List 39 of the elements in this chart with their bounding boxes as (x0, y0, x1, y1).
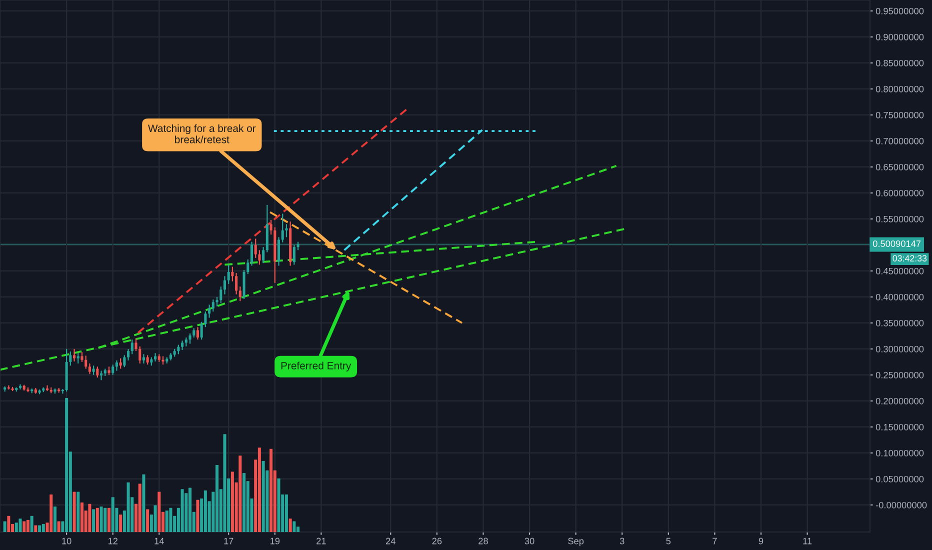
y-tick-label: 0.35000000 (876, 320, 924, 326)
text: 03:42:33 (892, 255, 927, 262)
y-tick-label: 0.40000000 (876, 294, 924, 300)
x-tick-label: Sep (568, 538, 584, 546)
y-tick-label: 0.10000000 (876, 450, 924, 456)
y-tick-label: 0.15000000 (876, 424, 924, 430)
x-tick-label: 24 (386, 538, 396, 544)
x-tick-label: 9 (758, 538, 764, 544)
y-tick-label: 0.05000000 (876, 476, 924, 482)
x-tick-label: 17 (224, 538, 234, 544)
x-tick-label: 7 (712, 538, 717, 544)
x-tick-label: 3 (620, 538, 624, 544)
x-tick-label: 19 (270, 538, 280, 544)
y-tick-label: 0.95000000 (876, 8, 924, 14)
y-tick-label: 0.90000000 (876, 34, 924, 40)
x-tick-label: 5 (666, 538, 671, 544)
x-tick-label: 10 (62, 538, 72, 544)
y-tick-label: 0.60000000 (876, 190, 924, 196)
x-tick-label: 26 (432, 538, 442, 544)
y-tick-label: 0.30000000 (876, 346, 924, 352)
x-tick-label: 30 (524, 538, 534, 544)
y-tick-label: 0.70000000 (876, 138, 924, 144)
y-tick-label: 0.55000000 (876, 216, 924, 222)
ref-line-label: 0.50090147 (872, 240, 921, 247)
y-tick-label: 0.65000000 (876, 164, 924, 170)
y-tick-label: 0.75000000 (876, 112, 924, 118)
y-tick-label: 0.85000000 (876, 60, 924, 66)
y-tick-label: -0.00000000 (876, 502, 927, 508)
y-tick-label: 0.45000000 (876, 268, 924, 274)
y-tick-label: 0.80000000 (876, 86, 924, 92)
x-tick-label: 28 (478, 538, 488, 544)
x-tick-label: 14 (154, 538, 164, 544)
y-tick-label: 0.25000000 (876, 372, 924, 378)
x-tick-label: 11 (803, 538, 812, 544)
y-tick-label: 0.20000000 (876, 398, 924, 404)
annotation: Watching for a break or break/retest (148, 124, 256, 144)
annotation: Preferred Entry (281, 362, 352, 372)
x-tick-label: 21 (316, 538, 326, 544)
x-tick-label: 12 (108, 538, 118, 544)
